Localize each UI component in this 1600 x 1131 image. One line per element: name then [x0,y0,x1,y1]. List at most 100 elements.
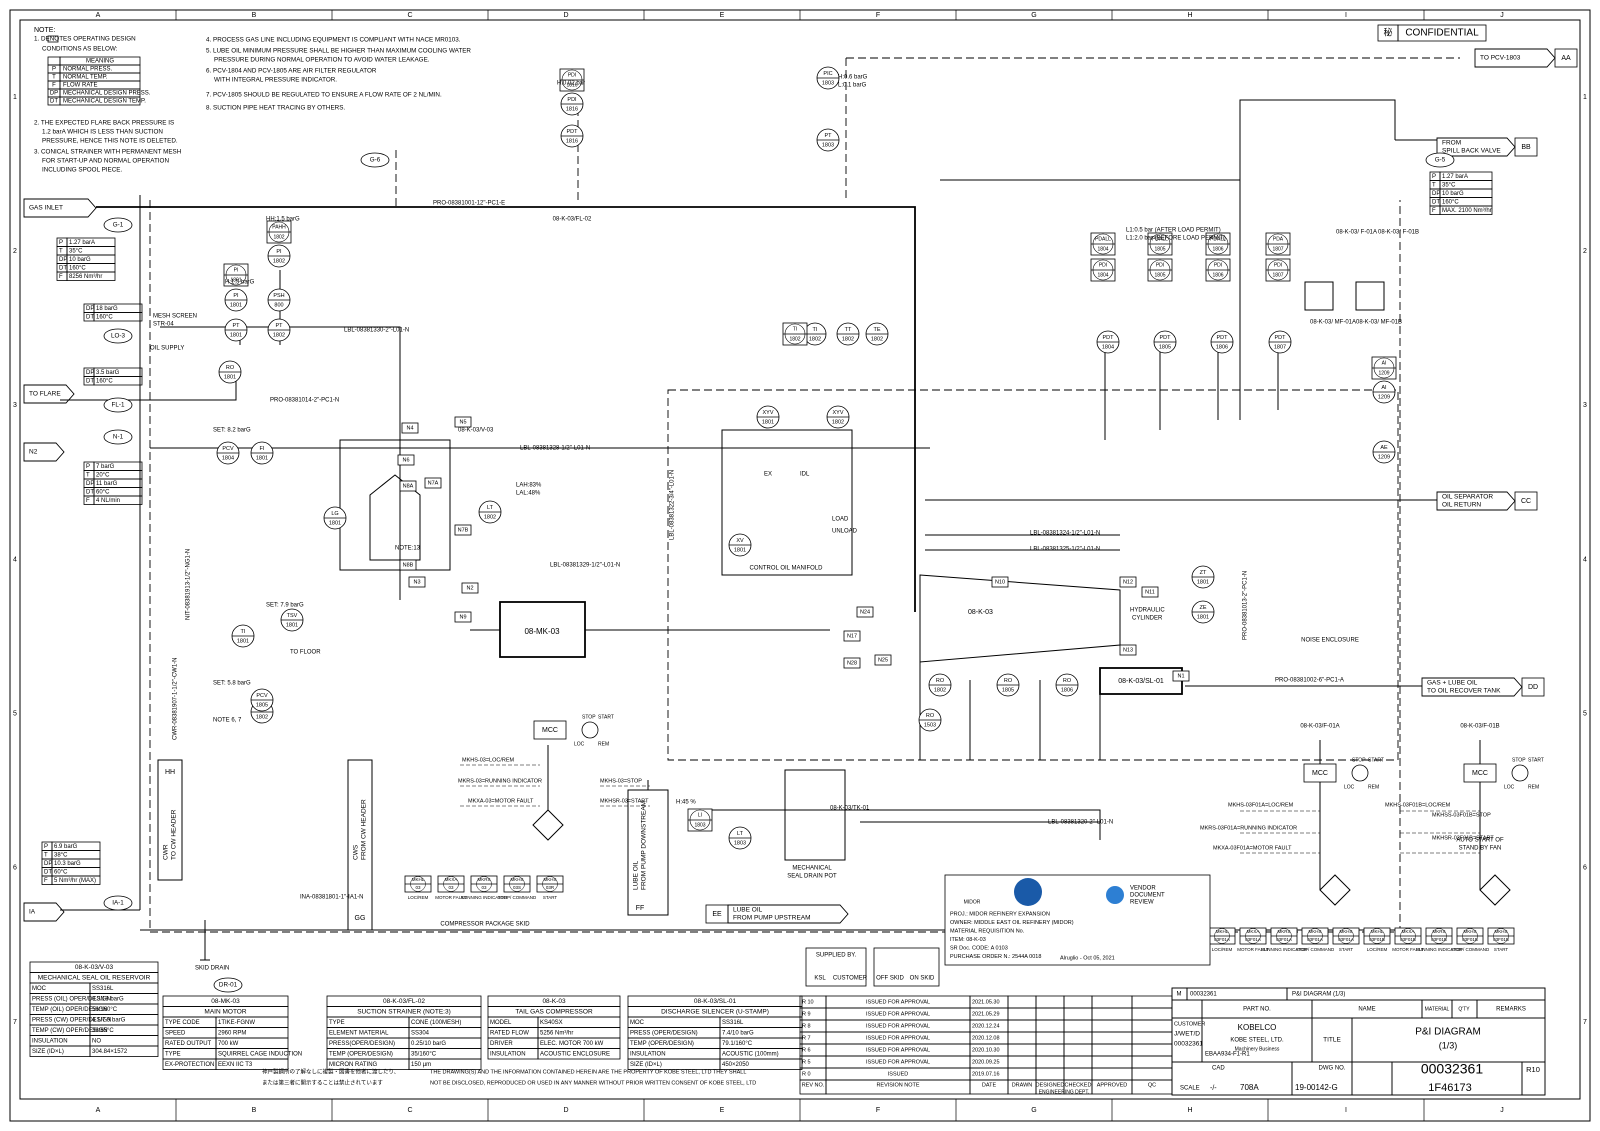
nozzle-box [399,480,417,492]
mcc-label: MCC [1472,770,1488,777]
connector-code-box [1514,491,1538,511]
equipment-label: LOAD [832,517,849,523]
switch-tag: MKHL [412,877,425,882]
grid-row-label: 3 [13,402,17,409]
table-text: 160°C [96,378,113,384]
title-block-text: 708A [1240,1083,1259,1092]
revision-text: R 9 [802,1011,811,1017]
switch-label: STOP [582,714,596,720]
switch-desc: START [1494,947,1509,952]
table-text: 5 Nm³/hr (MAX) [54,878,96,884]
switch-desc: LOC/REM [1212,947,1233,952]
connector-code: BB [1521,144,1531,151]
connector-label: LUBE OIL [733,907,763,914]
table-cell [215,1058,289,1070]
switch-label: REM [1528,784,1539,790]
switch-desc: LOC/REM [408,895,429,900]
nozzle-label: N8B [403,562,414,568]
switch-desc: START [1339,947,1354,952]
connector-label: CWR [163,844,170,860]
title-block-text: SCALE [1180,1086,1200,1092]
connector-label: OIL RETURN [1442,502,1481,509]
signal-label: MKRS-03F01A=RUNNING INDICATOR [1200,825,1297,831]
equipment-label: 08-K-03/SL-01 [1118,678,1164,685]
signal-label: MKHSR-03F01B=START [1432,835,1494,841]
nozzle-box [1172,670,1190,682]
equipment-label: TO FLOOR [290,650,321,656]
note-text: 6. PCV-1804 AND PCV-1805 ARE AIR FILTER … [206,68,377,75]
fan-b [1355,281,1385,311]
grid-row-label: 6 [1583,865,1587,872]
instrument-tag: PDALL [1095,236,1111,242]
nozzle-box [408,576,426,588]
table-title: 08-K-03 [542,998,566,1005]
table-text: 38°C [54,852,68,858]
stamp-sign: Alruglio - Oct 05, 2021 [1060,955,1115,961]
switch-tag: MKXA [1247,929,1260,934]
switch-tag: MKRS [477,877,490,882]
connector-label: GAS INLET [29,205,63,212]
instrument-tag: LG [331,511,338,517]
switch-number: 03F01A [1245,937,1261,942]
reservoir [339,439,451,571]
table-text: 11 barG [96,481,118,487]
switch-desc: MOTOR FAULT [435,895,467,900]
equipment-label: LAH:83% [516,483,542,489]
supplied-box [873,947,940,987]
instrument-tag: RO [1004,678,1013,684]
note-text: 5. LUBE OIL MINIMUM PRESSURE SHALL BE HI… [206,48,471,55]
instrument-tag: PDA [1273,236,1284,242]
oil-return [925,499,1437,687]
revision-dept: ENGINEERING DEPT. [1039,1089,1090,1095]
spill-back [940,99,1437,420]
connector-code-box [705,904,729,924]
table-text: ELEMENT MATERIAL [329,1030,389,1036]
grid-row-label: 3 [1583,402,1587,409]
title-block-text: -/- [1210,1085,1217,1092]
table-text: SIZE (ID×L) [32,1049,64,1055]
table-text: TEMP (OPER/DESIGN) [329,1051,393,1057]
connector-code: GG [355,915,366,922]
nozzle-label: N7A [428,480,439,486]
table-text: MOC [630,1020,645,1026]
instrument-number: 1803 [822,142,834,148]
connector-label: LUBE OIL [633,860,640,890]
grid-row-label: 5 [13,710,17,717]
instrument-number: 1503 [924,722,936,728]
table-text: KS40SX [540,1020,563,1026]
grid-row-label: 5 [1583,710,1587,717]
instrument-number: 1802 [484,514,496,520]
grid-row-label: 7 [1583,1019,1587,1026]
instrument-number: 1806 [1212,272,1223,278]
nozzle-label: N8A [403,483,414,489]
callout-label: FL-1 [112,402,125,409]
switch-label: LOC [1344,784,1355,790]
instrument-tag: PAHH [272,224,286,230]
instrument-number: 1802 [842,336,854,342]
revision-text: ISSUED [888,1071,909,1077]
nozzle-label: N28 [847,660,857,666]
line-number: LBL-08381328-1/2"-L01-N [520,446,590,452]
revision-text: 2020.09.25 [972,1059,1000,1065]
nozzle-box [1119,644,1137,656]
confidential-box [1397,24,1487,42]
equipment-label: OIL SUPPLY [150,346,184,352]
table-text: 0.3/18 barG [92,996,124,1002]
instrument-number: 1801 [1197,579,1209,585]
nozzle-label: N25 [878,657,888,663]
equipment-label: EX [764,472,772,478]
instrument-tag: FI [260,446,265,452]
instrument-tag: XYV [832,410,843,416]
table-text: 35°C [1442,182,1456,188]
fan-a [1304,281,1334,311]
revision-text: ISSUED FOR APPROVAL [866,1011,930,1017]
switch-tag: MKRS [1277,929,1290,934]
instrument-number: 1816 [566,138,578,144]
signal-label: MKHS-03F01B=LOC/REM [1385,802,1451,808]
instrument-number: 1802 [273,332,285,338]
instrument-number: 1806 [1216,344,1228,350]
title-block-text: 19-00142-G [1295,1083,1338,1092]
instrument-tag: PIC [823,71,832,77]
table-text: DP [59,257,67,263]
grid-row-label: 4 [1583,556,1587,563]
